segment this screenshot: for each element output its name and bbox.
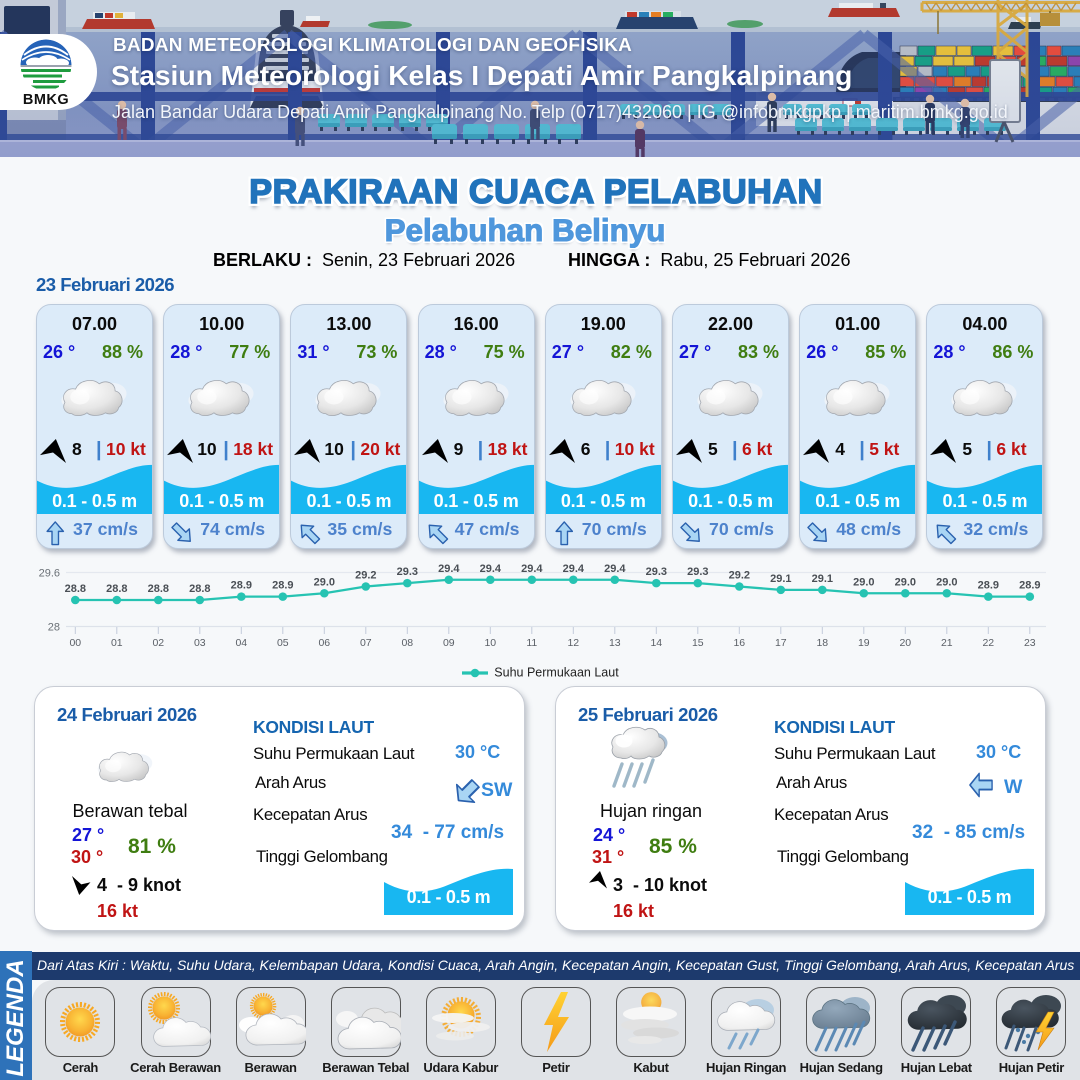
svg-text:17: 17 <box>775 637 787 649</box>
svg-text:28.9: 28.9 <box>231 580 252 592</box>
svg-text:05: 05 <box>277 637 289 649</box>
svg-text:29.3: 29.3 <box>397 566 418 578</box>
svg-text:29.0: 29.0 <box>314 576 335 588</box>
svg-text:28.9: 28.9 <box>272 580 293 592</box>
svg-text:01: 01 <box>111 637 123 649</box>
svg-text:29.3: 29.3 <box>646 566 667 578</box>
svg-text:03: 03 <box>194 637 206 649</box>
svg-text:29.1: 29.1 <box>812 573 833 585</box>
svg-text:04: 04 <box>235 637 247 649</box>
svg-text:00: 00 <box>69 637 81 649</box>
svg-text:29.6: 29.6 <box>39 568 60 580</box>
svg-text:28.9: 28.9 <box>1019 580 1040 592</box>
svg-text:28.8: 28.8 <box>65 583 86 595</box>
svg-text:29.4: 29.4 <box>604 563 626 575</box>
svg-text:16: 16 <box>733 637 745 649</box>
svg-text:28.9: 28.9 <box>978 580 999 592</box>
svg-text:29.4: 29.4 <box>480 563 502 575</box>
svg-text:10: 10 <box>484 637 496 649</box>
svg-text:14: 14 <box>650 637 662 649</box>
svg-text:29.0: 29.0 <box>853 576 874 588</box>
svg-text:11: 11 <box>526 637 537 649</box>
svg-text:29.2: 29.2 <box>729 570 750 582</box>
svg-text:08: 08 <box>401 637 413 649</box>
svg-text:22: 22 <box>982 637 994 649</box>
svg-text:28.8: 28.8 <box>106 583 127 595</box>
svg-text:21: 21 <box>941 637 953 649</box>
svg-text:29.3: 29.3 <box>687 566 708 578</box>
svg-text:12: 12 <box>567 637 579 649</box>
svg-text:29.4: 29.4 <box>438 563 460 575</box>
svg-text:23: 23 <box>1024 637 1036 649</box>
svg-text:29.1: 29.1 <box>770 573 791 585</box>
svg-text:15: 15 <box>692 637 704 649</box>
svg-text:20: 20 <box>899 637 911 649</box>
svg-text:02: 02 <box>152 637 164 649</box>
svg-text:28.8: 28.8 <box>189 583 210 595</box>
svg-text:28: 28 <box>48 622 60 634</box>
svg-text:18: 18 <box>816 637 828 649</box>
svg-text:BMKG: BMKG <box>23 92 69 106</box>
svg-text:28.8: 28.8 <box>148 583 169 595</box>
svg-text:19: 19 <box>858 637 870 649</box>
svg-text:13: 13 <box>609 637 621 649</box>
svg-text:06: 06 <box>318 637 330 649</box>
svg-text:29.0: 29.0 <box>936 576 957 588</box>
svg-text:29.4: 29.4 <box>563 563 585 575</box>
svg-text:07: 07 <box>360 637 372 649</box>
svg-text:09: 09 <box>443 637 455 649</box>
svg-text:29.2: 29.2 <box>355 570 376 582</box>
svg-text:29.0: 29.0 <box>895 576 916 588</box>
svg-text:29.4: 29.4 <box>521 563 543 575</box>
